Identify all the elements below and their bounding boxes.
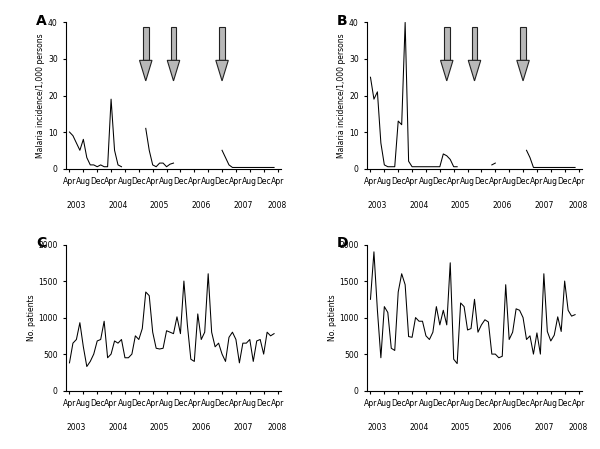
Polygon shape	[520, 27, 526, 60]
Text: 2005: 2005	[451, 423, 470, 432]
Polygon shape	[472, 27, 478, 60]
Text: 2008: 2008	[268, 201, 287, 210]
Text: 2003: 2003	[67, 201, 86, 210]
Text: 2004: 2004	[109, 201, 128, 210]
Text: 2007: 2007	[233, 423, 253, 432]
Text: 2007: 2007	[534, 201, 554, 210]
Text: 2005: 2005	[451, 201, 470, 210]
Y-axis label: No. patients: No. patients	[26, 294, 35, 341]
Polygon shape	[167, 60, 180, 81]
Polygon shape	[216, 60, 228, 81]
Polygon shape	[143, 27, 149, 60]
Y-axis label: Malaria incidence/1,000 persons: Malaria incidence/1,000 persons	[36, 33, 45, 158]
Text: 2006: 2006	[191, 201, 211, 210]
Text: 2004: 2004	[409, 423, 429, 432]
Text: D: D	[337, 236, 349, 250]
Polygon shape	[219, 27, 225, 60]
Polygon shape	[517, 60, 529, 81]
Text: 2006: 2006	[191, 423, 211, 432]
Text: 2007: 2007	[534, 423, 554, 432]
Text: 2003: 2003	[368, 201, 387, 210]
Text: 2004: 2004	[409, 201, 429, 210]
Text: B: B	[337, 13, 347, 28]
Text: 2003: 2003	[67, 423, 86, 432]
Text: 2006: 2006	[493, 201, 512, 210]
Y-axis label: No. patients: No. patients	[328, 294, 337, 341]
Polygon shape	[140, 60, 152, 81]
Text: C: C	[36, 236, 46, 250]
Y-axis label: Malaria incidence/1,000 persons: Malaria incidence/1,000 persons	[337, 33, 346, 158]
Text: 2005: 2005	[150, 423, 169, 432]
Text: 2006: 2006	[493, 423, 512, 432]
Polygon shape	[444, 27, 449, 60]
Text: 2008: 2008	[268, 423, 287, 432]
Text: A: A	[36, 13, 47, 28]
Text: 2003: 2003	[368, 423, 387, 432]
Text: 2008: 2008	[569, 423, 588, 432]
Text: 2008: 2008	[569, 201, 588, 210]
Text: 2004: 2004	[109, 423, 128, 432]
Polygon shape	[468, 60, 481, 81]
Text: 2005: 2005	[150, 201, 169, 210]
Polygon shape	[440, 60, 453, 81]
Polygon shape	[170, 27, 176, 60]
Text: 2007: 2007	[233, 201, 253, 210]
